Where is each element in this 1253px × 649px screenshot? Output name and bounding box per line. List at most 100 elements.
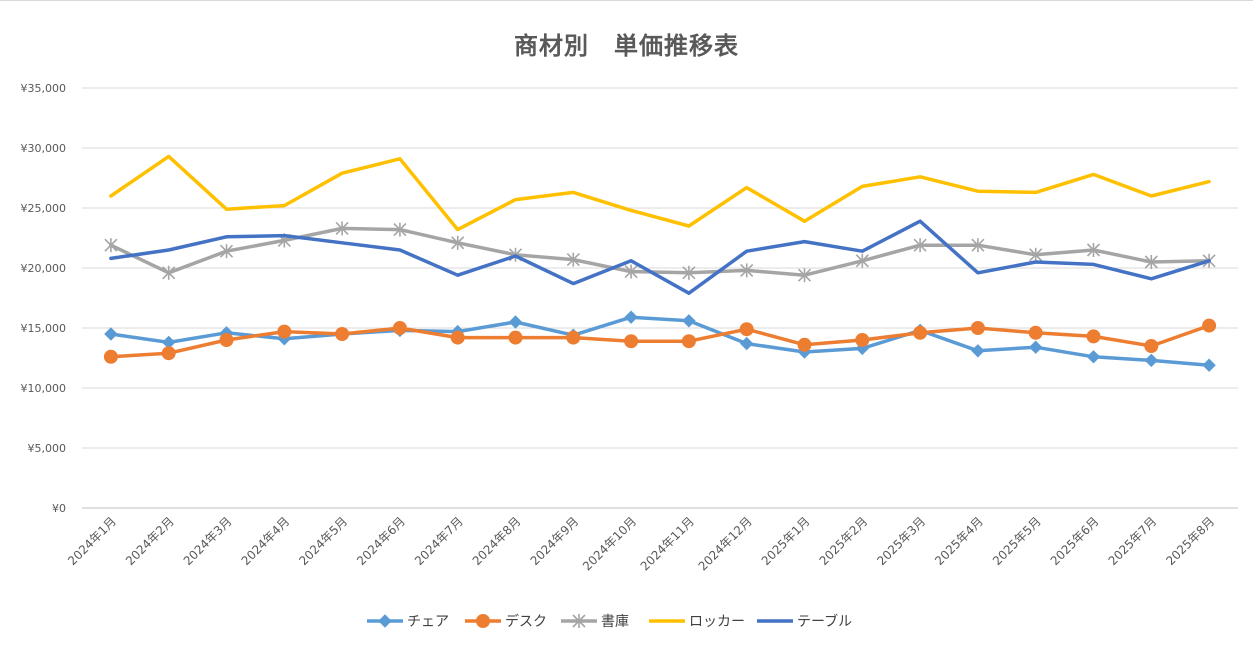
y-tick-label: ¥30,000 [21, 142, 67, 155]
legend-item: 書庫 [561, 613, 629, 630]
legend-marker [572, 614, 586, 628]
x-tick-label: 2025年8月 [1163, 514, 1217, 568]
data-point [797, 337, 812, 352]
y-tick-label: ¥0 [52, 502, 66, 515]
data-point [971, 238, 985, 253]
data-point [335, 221, 349, 236]
legend-item: デスク [465, 613, 547, 630]
legend-item: テーブル [757, 613, 852, 630]
series-3 [104, 221, 1216, 283]
y-tick-label: ¥10,000 [21, 382, 67, 395]
x-tick-label: 2024年9月 [528, 514, 582, 568]
series-5 [109, 219, 1211, 295]
data-point [103, 349, 118, 364]
data-point [624, 334, 639, 349]
legend-item: ロッカー [649, 614, 745, 630]
data-point [451, 235, 465, 250]
series-line [109, 323, 1211, 359]
data-point [1144, 353, 1159, 368]
data-point [508, 315, 523, 329]
data-point [970, 321, 985, 335]
data-point [913, 325, 928, 340]
data-point [1144, 255, 1158, 269]
y-tick-label: ¥25,000 [21, 202, 67, 215]
data-point [855, 333, 870, 347]
x-tick-label: 2024年1月 [65, 514, 119, 568]
x-tick-label: 2024年7月 [412, 514, 466, 568]
data-point [508, 330, 523, 345]
data-point [682, 265, 696, 280]
x-tick-label: 2024年6月 [354, 514, 408, 568]
data-point [855, 253, 869, 268]
data-point [797, 268, 812, 283]
data-point [682, 314, 696, 328]
data-point [104, 327, 118, 341]
data-point [566, 330, 581, 345]
data-point [971, 344, 985, 358]
y-tick-label: ¥35,000 [21, 82, 67, 95]
x-tick-label: 2024年12月 [696, 514, 755, 573]
legend-label: 書庫 [601, 613, 629, 630]
x-tick-label: 2025年3月 [874, 514, 928, 568]
data-point [219, 333, 234, 347]
data-point [1028, 325, 1043, 340]
x-tick-label: 2025年1月 [759, 514, 813, 568]
series-1 [104, 310, 1216, 372]
data-point [739, 336, 754, 351]
x-tick-label: 2025年4月 [932, 514, 986, 568]
data-point [1029, 247, 1043, 262]
data-point [450, 330, 465, 345]
x-tick-label: 2024年4月 [239, 514, 293, 568]
x-tick-label: 2024年8月 [470, 514, 524, 568]
x-tick-label: 2025年5月 [990, 514, 1044, 568]
x-tick-label: 2024年5月 [296, 514, 350, 568]
series-line [109, 315, 1211, 367]
x-tick-label: 2024年11月 [638, 514, 697, 573]
x-tick-label: 2024年2月 [123, 514, 177, 568]
data-point [392, 321, 407, 335]
y-tick-label: ¥5,000 [28, 442, 67, 455]
series-line [109, 219, 1211, 295]
data-point [1202, 318, 1217, 333]
data-point [104, 238, 118, 253]
data-point [739, 322, 754, 337]
data-point [1028, 340, 1043, 354]
x-tick-label: 2025年6月 [1048, 514, 1102, 568]
data-point [1202, 358, 1216, 372]
data-point [1086, 243, 1101, 257]
x-tick-label: 2024年10月 [580, 514, 639, 573]
data-point [740, 263, 754, 278]
data-point [219, 244, 234, 259]
legend-label: テーブル [797, 613, 852, 630]
data-point [624, 264, 638, 279]
data-point [335, 327, 350, 341]
data-point [681, 334, 696, 349]
chart-title: 商材別 単価推移表 [514, 32, 739, 60]
data-point [161, 346, 176, 361]
legend: チェア デスク 書庫 ロッカー テーブル [367, 613, 852, 630]
top-border [0, 0, 1253, 4]
legend-marker [378, 614, 392, 628]
legend-marker [476, 614, 490, 628]
x-tick-label: 2025年2月 [817, 514, 871, 568]
x-tick-label: 2025年7月 [1106, 514, 1160, 568]
legend-item: チェア [367, 614, 449, 630]
y-tick-label: ¥15,000 [21, 322, 67, 335]
data-point [393, 222, 407, 237]
legend-label: デスク [505, 613, 547, 630]
series-4 [109, 154, 1211, 232]
data-point [913, 238, 927, 253]
legend-label: チェア [407, 614, 449, 630]
data-point [1086, 329, 1101, 344]
data-point [1144, 339, 1159, 353]
data-point [162, 265, 176, 280]
x-tick-label: 2024年3月 [181, 514, 235, 568]
data-point [277, 324, 292, 339]
y-tick-label: ¥20,000 [21, 262, 67, 275]
series-2 [103, 318, 1217, 364]
series-line [109, 154, 1211, 232]
legend-label: ロッカー [689, 614, 745, 630]
data-point [624, 310, 638, 324]
